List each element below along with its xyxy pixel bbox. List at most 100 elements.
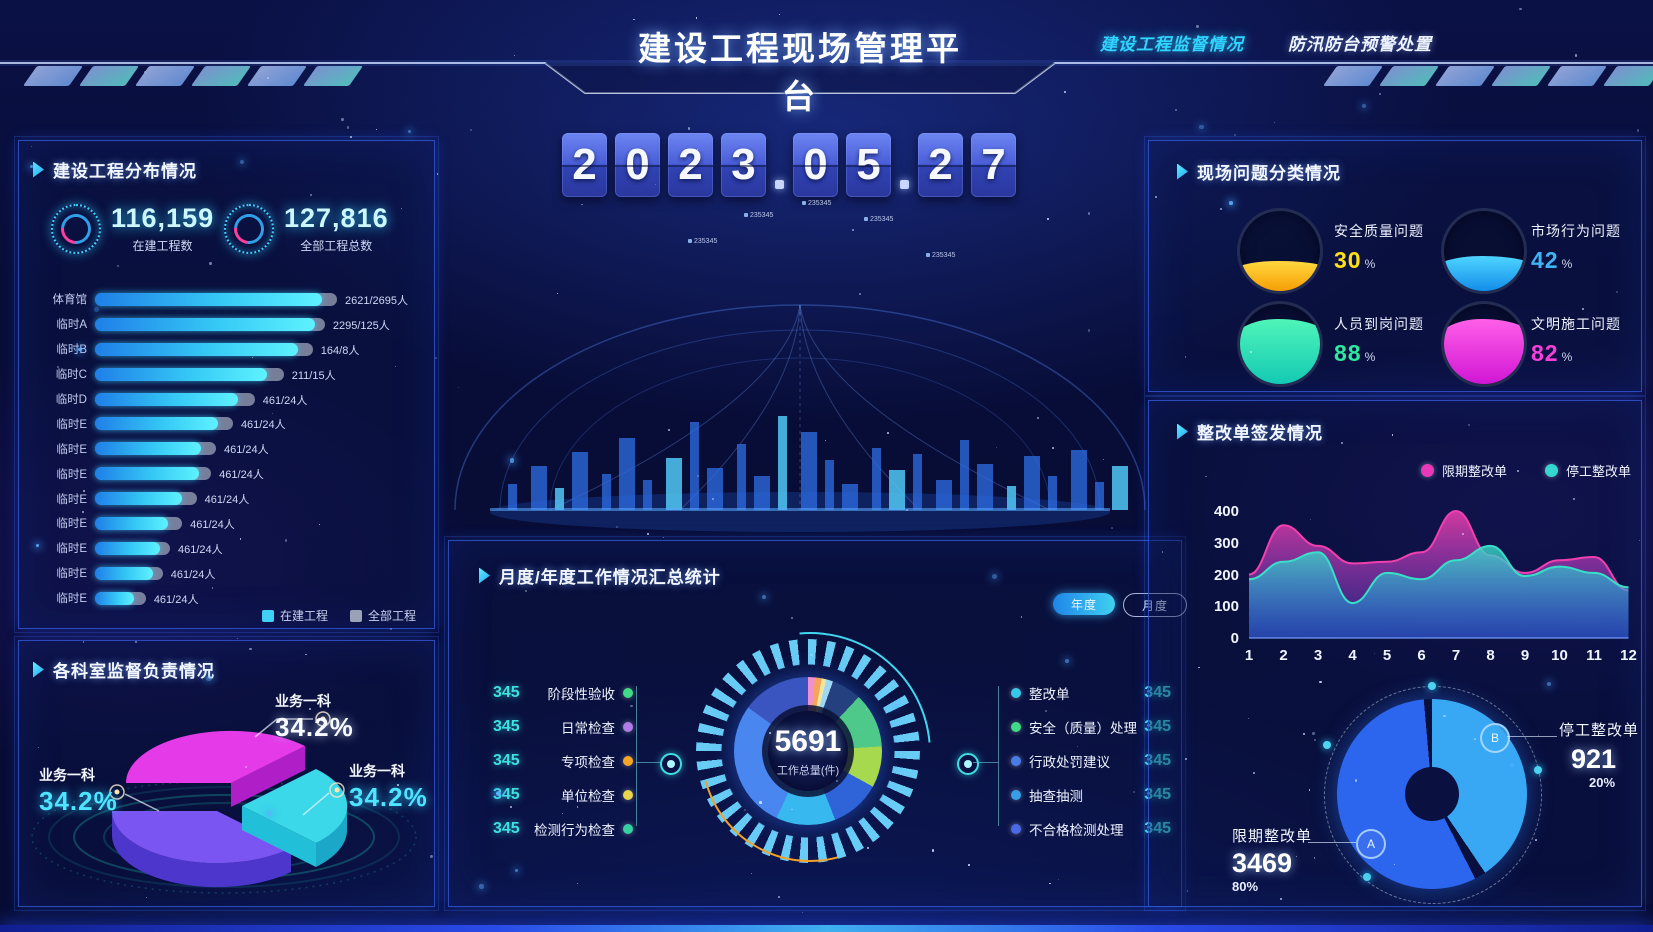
city-dome-visualization [430, 190, 1170, 535]
gauge-unit: % [1365, 350, 1377, 364]
panel-project-distribution: 建设工程分布情况 116,159 在建工程数 127,816 全部工程总数 体育… [18, 140, 435, 629]
bar-fill [95, 467, 199, 480]
dome-data-tag: 235345 [864, 216, 893, 223]
bar-zone: 461/24人 [95, 442, 420, 455]
date-separator-dot [900, 180, 909, 189]
bar-value: 461/24人 [224, 441, 269, 457]
bar-zone: 461/24人 [95, 542, 420, 555]
gauge-label: 市场行为问题 [1531, 221, 1621, 241]
legend-item[interactable]: 在建工程 [262, 607, 328, 624]
date-digit: 7 [981, 140, 1005, 190]
bracket-line [636, 686, 637, 826]
bar-label: 临时E [33, 491, 95, 507]
bar-zone: 2621/2695人 [95, 293, 420, 306]
stat-label: 全部工程总数 [284, 237, 389, 254]
date-separator-dot [775, 180, 784, 189]
star [350, 136, 352, 138]
item-label: 日常检查 [527, 717, 615, 737]
bar-label: 临时B [33, 341, 95, 357]
item-label: 专项检查 [527, 751, 615, 771]
panel-title-arrow-icon [1177, 424, 1188, 440]
rectification-area-chart [1197, 476, 1637, 646]
bar-zone: 461/24人 [95, 592, 420, 605]
star [347, 126, 349, 128]
panel-title: 建设工程分布情况 [53, 157, 197, 182]
bracket-line [636, 762, 661, 763]
bar-value: 461/24人 [219, 466, 264, 482]
legend-swatch [262, 610, 274, 622]
bracket-node [660, 753, 682, 775]
bar-label: 临时E [33, 515, 95, 531]
item-label: 整改单 [1029, 683, 1144, 703]
item-label: 不合格检测处理 [1029, 819, 1144, 839]
bar-row: 临时B 164/8人 [33, 337, 420, 362]
bar-zone: 461/24人 [95, 417, 420, 430]
page-title: 建设工程现场管理平台 [628, 22, 972, 118]
bar-chart-legend: 在建工程 全部工程 [262, 607, 416, 624]
gauge-value: 82% [1531, 340, 1573, 367]
bar-row: 临时E 461/24人 [33, 561, 420, 586]
bar-label: 临时E [33, 416, 95, 432]
date-flip-clock: 20230527 [562, 133, 1016, 197]
nav-tab-supervision[interactable]: 建设工程监督情况 [1100, 30, 1244, 55]
bar-fill [95, 417, 218, 430]
nav-tab-flood-warning[interactable]: 防汛防台预警处置 [1288, 30, 1432, 55]
x-axis-tick: 6 [1412, 647, 1432, 664]
date-digit: 5 [856, 140, 880, 190]
x-axis-tick: 12 [1619, 647, 1639, 664]
x-axis-tick: 7 [1446, 647, 1466, 664]
date-digit: 0 [803, 140, 827, 190]
ring-dot [1428, 682, 1436, 690]
bar-row: 临时E 461/24人 [33, 486, 420, 511]
liquid-gauge [1237, 301, 1323, 387]
gauge-label: 文明施工问题 [1531, 314, 1621, 334]
gauge-icon [51, 204, 101, 254]
item-dot [1011, 722, 1021, 732]
bar-fill [95, 393, 238, 406]
x-axis-tick: 3 [1308, 647, 1328, 664]
donut-label-stopwork: 停工整改单 921 20% [1559, 719, 1639, 790]
summary-left-item: 345 单位检查 [493, 785, 633, 805]
star [437, 173, 438, 174]
dome-data-tag: 235345 [802, 200, 831, 207]
leader-line [1308, 842, 1356, 843]
gauge-value: 88% [1334, 340, 1376, 367]
pie-label-left: 业务一科 34.2% [39, 767, 118, 817]
item-label: 行政处罚建议 [1029, 751, 1144, 771]
date-digit-card: 5 [846, 133, 891, 197]
work-total-label: 工作总量(件) [777, 762, 839, 778]
bar-label: 体育馆 [33, 291, 95, 307]
bar-value: 461/24人 [205, 491, 250, 507]
bar-value: 164/8人 [321, 342, 360, 358]
bar-zone: 461/24人 [95, 517, 420, 530]
summary-left-item: 345 检测行为检查 [493, 819, 633, 839]
item-dot [623, 722, 633, 732]
bar-row: 临时E 461/24人 [33, 536, 420, 561]
bar-row: 体育馆 2621/2695人 [33, 287, 420, 312]
legend-swatch [350, 610, 362, 622]
item-dot [1011, 824, 1021, 834]
bar-value: 461/24人 [263, 392, 308, 408]
dome-data-tag: 235345 [688, 238, 717, 245]
star [802, 912, 803, 913]
gauge-label: 安全质量问题 [1334, 221, 1424, 241]
summary-right-item: 不合格检测处理 345 [1011, 819, 1171, 839]
gauge-label: 人员到岗问题 [1334, 314, 1424, 334]
bar-fill [95, 442, 201, 455]
legend-label: 在建工程 [280, 609, 328, 623]
marker-b: B [1480, 723, 1510, 753]
toggle-yearly[interactable]: 年度 [1053, 593, 1115, 615]
item-dot [623, 688, 633, 698]
dome-data-tag: 235345 [926, 252, 955, 259]
bar-label: 临时C [33, 366, 95, 382]
panel-department-supervision: 各科室监督负责情况 [18, 640, 435, 907]
donut-center: 5691 工作总量(件) [768, 711, 848, 791]
legend-item[interactable]: 全部工程 [350, 607, 416, 624]
ring-dot [1363, 873, 1371, 881]
gauge-unit: % [1562, 257, 1574, 271]
star [1199, 125, 1203, 129]
bar-zone: 461/24人 [95, 567, 420, 580]
date-digit-card: 0 [793, 133, 838, 197]
panel-rectification-orders: 整改单签发情况 限期整改单 停工整改单 400 300 200 100 0 123456… [1148, 400, 1642, 907]
stat-projects-total: 127,816 全部工程总数 [224, 203, 389, 254]
